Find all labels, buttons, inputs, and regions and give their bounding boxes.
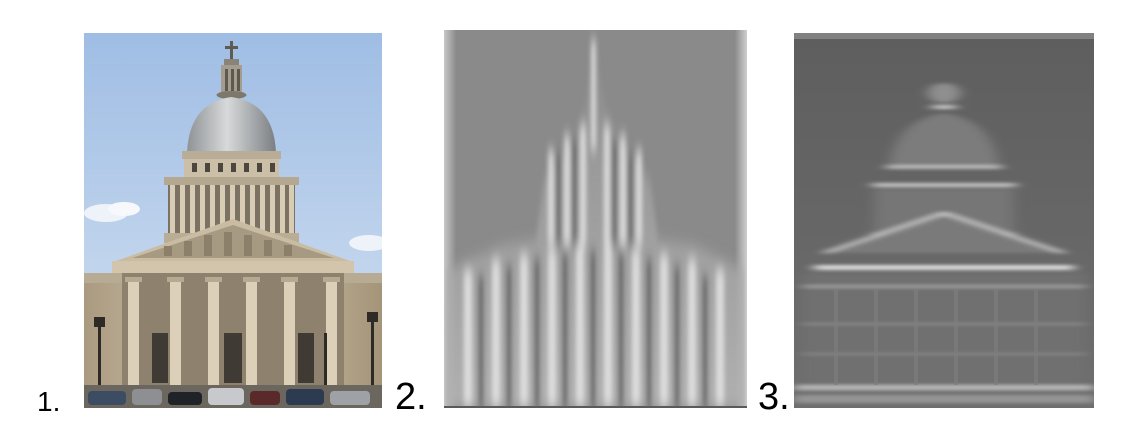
panel-label-2: 2. — [395, 376, 427, 418]
filtered-image-vertical — [444, 30, 747, 408]
panel-label-3: 3. — [758, 376, 790, 418]
panel-label-1: 1. — [37, 386, 61, 417]
photo-original — [84, 33, 382, 408]
filtered-image-horizontal — [794, 33, 1094, 408]
